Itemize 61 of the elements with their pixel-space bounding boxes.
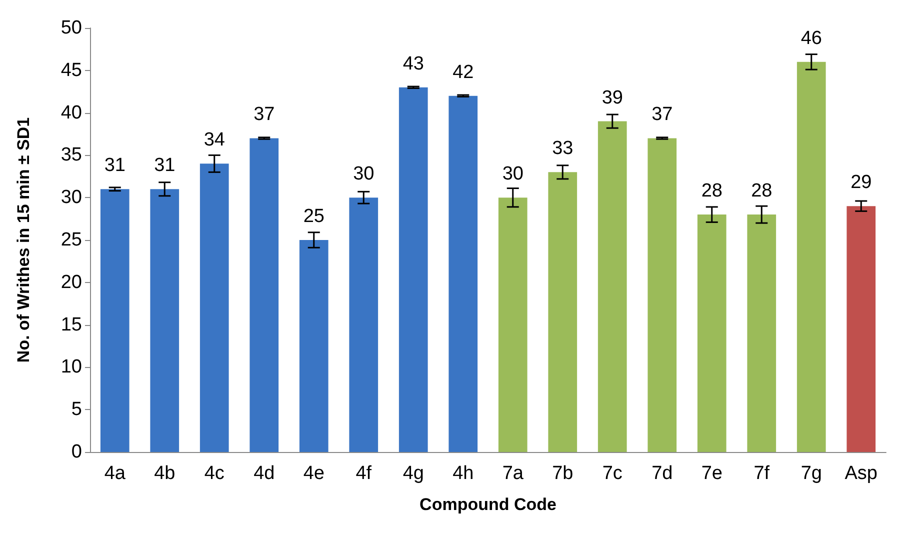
bar xyxy=(747,214,776,452)
data-label: 33 xyxy=(552,138,574,160)
y-tick-label: 25 xyxy=(60,230,82,250)
x-tick-label: 7e xyxy=(701,463,722,484)
bar xyxy=(846,206,876,452)
data-label: 34 xyxy=(204,130,226,151)
bar xyxy=(498,198,528,452)
data-label: 30 xyxy=(502,164,524,185)
y-tick-label: 35 xyxy=(60,144,82,166)
y-tick-label: 10 xyxy=(60,356,82,378)
x-tick-label: 4e xyxy=(303,463,324,484)
x-tick-label: 4a xyxy=(104,463,126,484)
x-tick-label: 4h xyxy=(452,463,474,484)
x-axis-title: Compound Code xyxy=(420,495,556,514)
data-label: 37 xyxy=(254,104,275,126)
data-label: 28 xyxy=(751,180,772,202)
data-label: 29 xyxy=(850,172,872,194)
bar xyxy=(398,87,428,452)
x-tick-label: 7a xyxy=(502,463,524,484)
bar xyxy=(598,121,627,452)
data-label: 31 xyxy=(154,155,176,176)
bar xyxy=(548,172,578,452)
bar xyxy=(250,138,279,452)
x-tick-label: Asp xyxy=(844,463,878,484)
x-tick-label: 7b xyxy=(552,463,574,484)
y-tick-label: 40 xyxy=(60,102,82,124)
data-label: 46 xyxy=(800,28,822,49)
y-tick-label: 30 xyxy=(60,187,82,208)
y-tick-label: 45 xyxy=(60,60,82,81)
bar xyxy=(349,198,378,452)
y-tick-label: 15 xyxy=(60,314,82,336)
x-tick-label: 7d xyxy=(652,463,673,484)
bar xyxy=(796,62,826,452)
bar xyxy=(648,138,677,452)
bar xyxy=(100,189,130,452)
x-tick-label: 4g xyxy=(402,463,424,484)
x-tick-label: 7f xyxy=(754,463,770,484)
x-tick-label: 4f xyxy=(356,463,372,484)
bar xyxy=(448,96,478,452)
y-tick-label: 50 xyxy=(60,18,82,38)
x-tick-label: 4c xyxy=(204,463,224,484)
data-label: 37 xyxy=(652,104,673,126)
data-label: 39 xyxy=(602,87,623,108)
bar xyxy=(697,214,726,452)
data-label: 42 xyxy=(452,62,474,83)
y-tick-label: 5 xyxy=(71,399,82,420)
data-label: 43 xyxy=(402,53,424,74)
bar xyxy=(299,240,328,452)
x-tick-label: 4d xyxy=(254,463,275,484)
bar xyxy=(150,189,180,452)
x-tick-label: 4b xyxy=(154,463,176,484)
data-label: 25 xyxy=(303,206,324,227)
bar xyxy=(200,164,229,452)
data-label: 31 xyxy=(104,155,126,176)
y-axis-title: No. of Writhes in 15 min ± SD1 xyxy=(14,117,33,363)
x-tick-label: 7c xyxy=(602,463,622,484)
y-tick-label: 20 xyxy=(60,272,82,293)
x-tick-label: 7g xyxy=(800,463,822,484)
data-label: 28 xyxy=(701,180,722,202)
data-label: 30 xyxy=(353,164,374,185)
y-tick-label: 0 xyxy=(71,442,82,462)
